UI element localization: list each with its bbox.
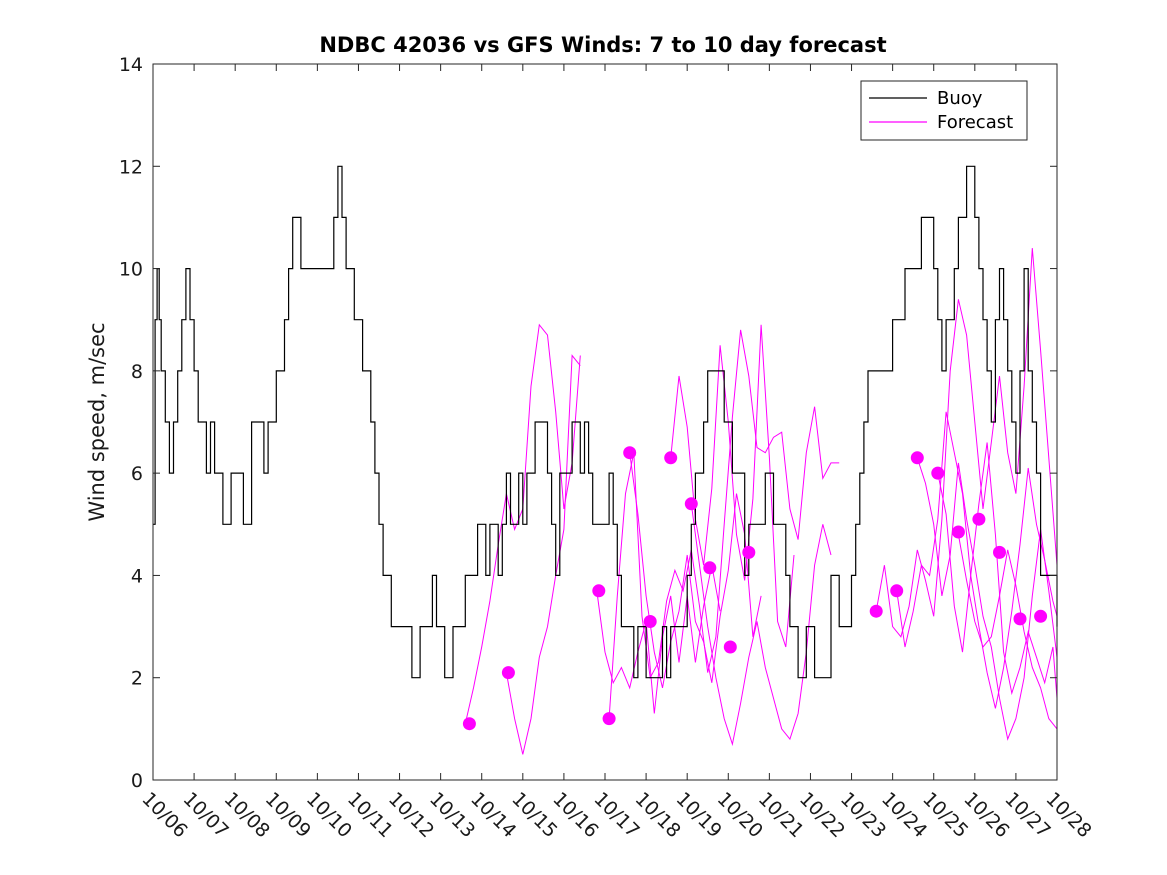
forecast-series-line: [690, 503, 832, 747]
forecast-series-line: [608, 329, 840, 719]
forecast-marker-point: [972, 512, 986, 526]
forecast-marker-point: [623, 446, 637, 460]
buoy-series-group: [153, 165, 1058, 679]
chart-title: NDBC 42036 vs GFS Winds: 7 to 10 day for…: [319, 33, 886, 57]
y-tick-label: 14: [119, 54, 143, 76]
forecast-marker-point: [602, 712, 616, 726]
forecast-marker-point: [501, 666, 515, 680]
y-tick-label: 0: [131, 770, 143, 792]
legend: Buoy Forecast: [860, 80, 1028, 141]
forecast-marker-point: [703, 561, 717, 575]
y-tick-label: 4: [131, 565, 143, 587]
legend-box: [860, 80, 1028, 141]
forecast-marker-point: [684, 497, 698, 511]
forecast-series-line: [629, 452, 762, 689]
legend-buoy-label: Buoy: [937, 88, 983, 109]
axes-background: [153, 64, 1057, 780]
y-tick-label: 2: [131, 668, 143, 690]
y-tick-label: 10: [119, 259, 143, 281]
y-tick-label: 6: [131, 463, 143, 485]
y-axis-ticks: 0 2 4 6 8 10 12 14: [119, 54, 1057, 792]
forecast-marker-point: [931, 466, 945, 480]
forecast-marker-point: [742, 545, 756, 559]
forecast-series-line: [957, 534, 1058, 730]
y-axis-label: Wind speed, m/sec: [85, 322, 109, 521]
forecast-series-line: [596, 565, 721, 714]
forecast-marker-point: [869, 604, 883, 618]
forecast-series-line: [875, 248, 1058, 638]
forecast-marker-point: [890, 584, 904, 598]
forecast-series-line: [670, 324, 795, 648]
forecast-marker-point: [462, 717, 476, 731]
buoy-series-line: [153, 165, 1058, 679]
forecast-marker-point: [1034, 609, 1048, 623]
forecast-series-group: [464, 248, 1058, 755]
forecast-marker-point: [643, 615, 657, 628]
forecast-marker-point: [664, 451, 678, 465]
legend-forecast-label: Forecast: [937, 112, 1013, 133]
forecast-marker-point: [1013, 612, 1027, 626]
forecast-markers-group: [462, 446, 1048, 731]
forecast-marker-point: [723, 640, 737, 654]
y-tick-label: 12: [119, 156, 143, 178]
plot-area: [152, 63, 1058, 781]
forecast-marker-point: [910, 451, 924, 465]
forecast-marker-point: [993, 545, 1006, 559]
forecast-series-line: [916, 457, 1058, 741]
y-tick-label: 8: [131, 361, 143, 383]
forecast-series-line: [896, 411, 1058, 709]
forecast-marker-point: [592, 584, 606, 598]
forecast-series-line: [505, 354, 581, 755]
forecast-marker-point: [951, 525, 965, 539]
